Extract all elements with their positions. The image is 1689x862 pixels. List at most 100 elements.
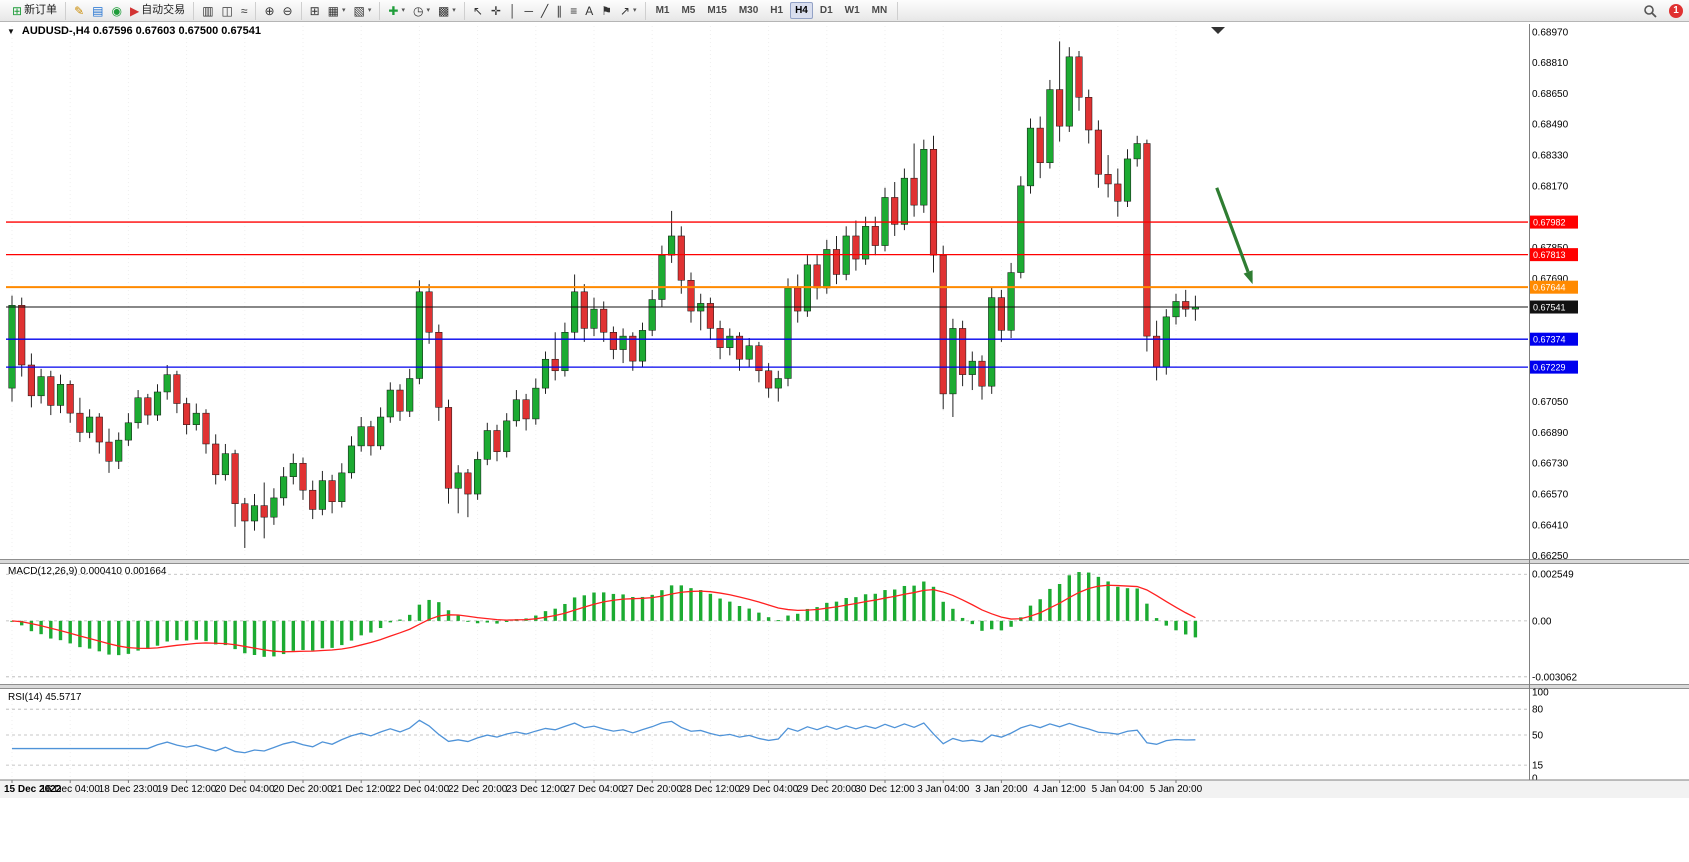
macd-histogram-bar (766, 617, 771, 621)
svg-text:0.67229: 0.67229 (1533, 363, 1566, 373)
indicators-button[interactable]: ✚ ▾ (384, 3, 409, 19)
crosshair-button[interactable]: ✛ (487, 3, 505, 19)
timeframe-h4[interactable]: H4 (790, 2, 813, 19)
fibonacci-button[interactable]: ≡ (566, 3, 581, 19)
candle (1026, 127, 1035, 187)
autotrading-button[interactable]: ▶ 自动交易 (126, 3, 189, 19)
timeframe-m1[interactable]: M1 (655, 5, 670, 16)
price-axis-label: 0.68810 (1532, 58, 1569, 69)
macd-histogram-bar (1116, 586, 1120, 621)
vertical-line-icon: │ (508, 3, 517, 18)
candle (192, 412, 200, 425)
candle (464, 472, 472, 495)
label-button[interactable]: ⚑ (597, 3, 616, 19)
macd-histogram-bar (1077, 572, 1081, 621)
candle (629, 335, 637, 362)
candle (1172, 301, 1180, 318)
macd-histogram-bar (796, 613, 800, 621)
macd-histogram-bar (1096, 576, 1101, 621)
templates-button[interactable]: ▩ ▾ (434, 3, 460, 19)
panel-separator[interactable] (0, 559, 1689, 564)
macd-histogram-bar (369, 620, 373, 633)
bar-chart-button[interactable]: ▥ (198, 3, 217, 19)
macd-histogram-bar (650, 594, 654, 621)
macd-histogram-bar (49, 620, 53, 639)
strategy-tester-button[interactable]: ◉ (107, 3, 125, 19)
new-chart-button[interactable]: ▦ ▾ (324, 3, 350, 19)
time-axis-label: 15 Dec 2022 (4, 784, 62, 795)
channel-button[interactable]: ∥ (552, 3, 566, 19)
time-axis[interactable] (0, 780, 1689, 798)
timeframe-m15[interactable]: M15 (707, 5, 727, 16)
timeframe-d1[interactable]: D1 (819, 5, 833, 16)
candle (910, 177, 918, 206)
macd-histogram-bar (349, 620, 354, 641)
price-tag-0.67813: 0.67813 (1530, 248, 1578, 262)
metaeditor-button[interactable]: ✎ (70, 3, 88, 19)
text-button[interactable]: A (581, 3, 597, 19)
macd-histogram-bar (378, 620, 383, 629)
candle (658, 254, 666, 300)
macd-histogram-bar (117, 620, 121, 656)
toolbar-group: ✎ ▤ ◉ ▶ 自动交易 (66, 1, 195, 20)
timeframe-m30[interactable]: M30 (738, 5, 759, 16)
macd-histogram-bar (1174, 620, 1178, 631)
macd-histogram-bar (728, 601, 732, 621)
macd-histogram-bar (543, 611, 548, 621)
candle (929, 149, 938, 256)
candle (648, 299, 656, 331)
macd-histogram-bar (689, 588, 693, 621)
macd-histogram-bar (1009, 620, 1013, 627)
dropdown-caret-icon: ▾ (426, 7, 430, 14)
time-axis-label: 5 Jan 04:00 (1092, 784, 1145, 795)
macd-histogram-bar (805, 608, 810, 621)
macd-histogram-bar (1048, 588, 1052, 621)
timeframe-w1[interactable]: W1 (844, 5, 860, 16)
vertical-line-button[interactable]: │ (505, 3, 521, 19)
macd-histogram-bar (1087, 572, 1091, 621)
macd-histogram-bar (1164, 620, 1168, 626)
new-order-button[interactable]: ⊞ 新订单 (8, 3, 61, 19)
tile-windows-button[interactable]: ⊞ (306, 3, 324, 19)
price-axis-label: 0.66730 (1532, 459, 1569, 470)
dropdown-caret-icon: ▾ (342, 7, 346, 14)
trendline-button[interactable]: ╱ (537, 3, 552, 19)
macd-histogram-bar (572, 597, 577, 621)
candle (726, 335, 734, 348)
macd-histogram-bar (359, 620, 363, 636)
macd-histogram-bar (184, 620, 189, 641)
macd-histogram-bar (883, 590, 887, 621)
macd-histogram-bar (960, 617, 965, 621)
price-tag-0.67374: 0.67374 (1530, 332, 1578, 346)
one-click-trading-toggle[interactable]: ▼ (7, 26, 15, 36)
profiles-button[interactable]: ▧ ▾ (350, 3, 376, 19)
candle (1133, 143, 1141, 160)
notifications-badge[interactable]: 1 (1669, 3, 1683, 18)
candle (920, 149, 928, 206)
macd-histogram-bar (718, 598, 722, 621)
candle (212, 443, 220, 476)
cursor-button[interactable]: ↖ (469, 3, 487, 19)
candle (677, 235, 685, 281)
timeframe-m5[interactable]: M5 (681, 5, 696, 16)
macd-histogram-bar (912, 585, 916, 621)
periods-button[interactable]: ◷ ▾ (409, 3, 434, 19)
candle (1182, 301, 1190, 310)
search-button[interactable] (1639, 2, 1661, 20)
candle (832, 249, 841, 275)
candlestick-chart-button[interactable]: ◫ (218, 3, 237, 19)
arrows-button[interactable]: ↗ ▾ (616, 3, 641, 19)
panel-separator[interactable] (0, 684, 1689, 689)
zoom-in-button[interactable]: ⊕ (260, 3, 278, 19)
time-axis-label: 23 Dec 12:00 (506, 784, 566, 795)
candle (765, 370, 773, 389)
timeframe-h1[interactable]: H1 (770, 5, 784, 16)
chart-canvas: 0.68970 0.68810 0.68650 0.68490 0.68330 0.681… (0, 24, 1689, 798)
zoom-out-button[interactable]: ⊖ (279, 3, 297, 19)
macd-histogram-bar (679, 585, 683, 621)
trend-arrow-annotation[interactable] (1215, 187, 1253, 285)
horizontal-line-button[interactable]: ─ (520, 3, 537, 19)
market-watch-button[interactable]: ▤ (88, 3, 107, 19)
timeframe-mn[interactable]: MN (871, 5, 888, 16)
line-chart-button[interactable]: ≈ (237, 3, 252, 19)
